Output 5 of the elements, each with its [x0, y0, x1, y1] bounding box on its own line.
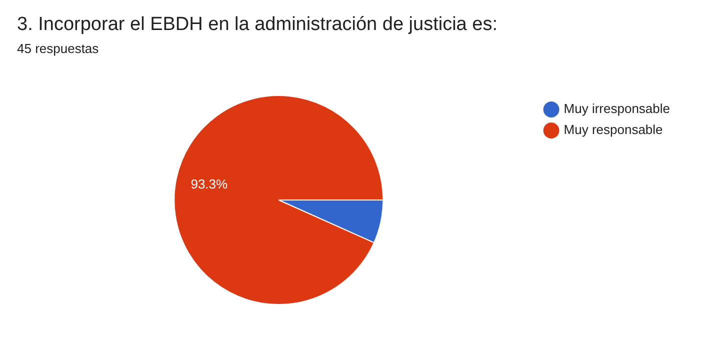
data-label: 93.3% [190, 176, 228, 192]
legend-label: Muy irresponsable [564, 101, 670, 116]
text: 45 respuestas [17, 41, 99, 56]
chart-title: 3. Incorporar el EBDH en la administración de justicia es: [17, 14, 498, 36]
legend-label: Muy responsable [564, 122, 663, 138]
